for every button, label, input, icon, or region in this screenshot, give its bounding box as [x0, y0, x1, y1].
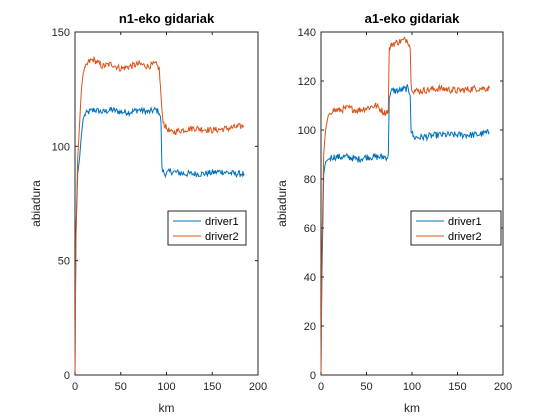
y-tick-label: 120 — [298, 76, 316, 88]
y-tick-label: 50 — [58, 256, 70, 268]
series-line-driver1 — [74, 106, 245, 376]
legend-box — [410, 210, 502, 246]
legend-label-driver1: driver1 — [205, 216, 239, 228]
y-tick-label: 100 — [298, 125, 316, 137]
legend: driver1 driver2 — [410, 210, 502, 246]
x-tick-label: 150 — [203, 381, 221, 393]
x-tick-label: 0 — [318, 381, 324, 393]
y-tick-label: 60 — [304, 223, 316, 235]
legend: driver1 driver2 — [167, 210, 247, 246]
chart-title: n1-eko gidariak — [119, 11, 215, 26]
x-tick-label: 200 — [494, 381, 512, 393]
y-tick-label: 0 — [64, 370, 70, 382]
series-line-driver2 — [74, 55, 245, 376]
x-tick-label: 100 — [403, 381, 421, 393]
legend-label-driver1: driver1 — [448, 216, 482, 228]
chart-2: 0 50 100 150 200 0 20 40 60 80 100 120 140 a1-eko gid… — [275, 11, 512, 415]
y-tick-label: 0 — [310, 370, 316, 382]
x-tick-label: 100 — [157, 381, 175, 393]
y-axis-label: abiadura — [29, 180, 43, 227]
x-axis-label: km — [404, 401, 420, 415]
x-tick-label: 200 — [249, 381, 267, 393]
plot-area — [74, 31, 259, 376]
legend-label-driver2: driver2 — [448, 231, 482, 243]
x-tick-label: 50 — [360, 381, 372, 393]
x-tick-label: 150 — [448, 381, 466, 393]
series-line-driver2 — [320, 36, 490, 376]
y-tick-label: 20 — [304, 321, 316, 333]
y-tick-label: 80 — [304, 174, 316, 186]
series-line-driver1 — [320, 83, 490, 376]
legend-label-driver2: driver2 — [205, 231, 239, 243]
y-tick-label: 140 — [298, 27, 316, 39]
y-tick-label: 100 — [52, 141, 70, 153]
x-tick-label: 50 — [115, 381, 127, 393]
legend-box — [167, 210, 247, 246]
x-tick-label: 0 — [72, 381, 78, 393]
x-axis-label: km — [159, 401, 175, 415]
y-tick-label: 40 — [304, 272, 316, 284]
plot-area — [320, 31, 504, 376]
chart-title: a1-eko gidariak — [365, 11, 460, 26]
y-axis-label: abiadura — [275, 180, 289, 227]
y-tick-label: 150 — [52, 27, 70, 39]
chart-1: 0 50 100 150 200 0 50 100 150 n1-eko gidariak km ab… — [29, 11, 267, 415]
